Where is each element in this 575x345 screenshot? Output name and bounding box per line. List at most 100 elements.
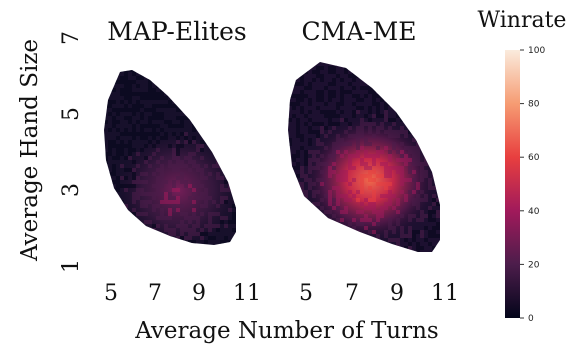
heatmap-cell [108, 172, 112, 176]
heatmap-cell [292, 102, 296, 106]
heatmap-cell [120, 164, 124, 168]
heatmap-cell [300, 74, 304, 78]
heatmap-cell [388, 130, 392, 134]
heatmap-cell [220, 200, 224, 204]
heatmap-cell [436, 82, 440, 86]
heatmap-cell [160, 96, 164, 100]
heatmap-cell [300, 146, 304, 150]
heatmap-cell [124, 224, 128, 228]
heatmap-cell [336, 178, 340, 182]
heatmap-cell [312, 166, 316, 170]
heatmap-cell [400, 58, 404, 62]
heatmap-cell [184, 252, 188, 256]
heatmap-cell [148, 220, 152, 224]
heatmap-cell [336, 186, 340, 190]
heatmap-cell [296, 222, 300, 226]
x-ticks-cma-me: 5 7 9 11 [299, 281, 459, 306]
heatmap-cell [160, 112, 164, 116]
heatmap-cell [428, 66, 432, 70]
heatmap-cell [380, 122, 384, 126]
heatmap-cell [376, 218, 380, 222]
heatmap-cell [296, 174, 300, 178]
heatmap-cell [380, 114, 384, 118]
heatmap-cell [284, 166, 288, 170]
heatmap-cell [372, 102, 376, 106]
heatmap-cell [100, 176, 104, 180]
heatmap-cell [132, 228, 136, 232]
heatmap-cell [296, 130, 300, 134]
heatmap-cell [156, 132, 160, 136]
heatmap-cell [316, 222, 320, 226]
heatmap-cell [120, 70, 124, 72]
heatmap-cell [232, 220, 236, 224]
heatmap-cell [364, 218, 368, 222]
heatmap-cell [436, 106, 440, 110]
heatmap-cell [164, 248, 168, 252]
heatmap-cell [116, 112, 120, 116]
heatmap-cell [444, 170, 448, 174]
x-tick-5-left: 5 [104, 281, 118, 306]
heatmap-cell [376, 182, 380, 186]
heatmap-cell [156, 168, 160, 172]
heatmap-cell [396, 130, 400, 134]
heatmap-cell [328, 66, 332, 70]
heatmap-cell [232, 116, 236, 120]
heatmap-cell [344, 210, 348, 214]
heatmap-cell [440, 62, 444, 66]
heatmap-cell [236, 108, 240, 112]
heatmap-cell [120, 64, 124, 68]
heatmap-cell [428, 162, 432, 166]
colorbar-tick-label-40: 40 [528, 207, 540, 217]
heatmap-cell [376, 102, 380, 106]
heatmap-cell [144, 64, 148, 68]
heatmap-cell [356, 150, 360, 154]
heatmap-cell [132, 212, 136, 216]
heatmap-cell [316, 226, 320, 230]
heatmap-cell [336, 122, 340, 126]
heatmap-cell [220, 152, 224, 156]
heatmap-cell [144, 156, 148, 160]
heatmap-cell [392, 194, 396, 198]
heatmap-cell [124, 70, 128, 72]
heatmap-cell [316, 66, 320, 70]
heatmap-cell [444, 82, 448, 86]
heatmap-cell [112, 236, 116, 240]
heatmap-cell [344, 130, 348, 134]
heatmap-cell [156, 96, 160, 100]
heatmap-cell [328, 218, 332, 222]
heatmap-cell [236, 212, 240, 216]
heatmap-cell [300, 62, 304, 66]
heatmap-cell [408, 230, 412, 234]
heatmap-cell [196, 216, 200, 220]
heatmap-cell [352, 114, 356, 118]
heatmap-cell [160, 156, 164, 160]
heatmap-cell [292, 238, 296, 242]
heatmap-cell [428, 242, 432, 246]
heatmap-cell [180, 204, 184, 208]
heatmap-cell [444, 98, 448, 102]
heatmap-cell [248, 244, 252, 248]
heatmap-cell [444, 126, 448, 130]
heatmap-cell [240, 164, 244, 168]
heatmap-cell [384, 110, 388, 114]
heatmap-cell [448, 206, 452, 210]
heatmap-cell [404, 246, 408, 250]
heatmap-cell [360, 222, 364, 226]
heatmap-cell [308, 238, 312, 242]
heatmap-cell [408, 130, 412, 134]
heatmap-cell [224, 120, 228, 124]
heatmap-cell [136, 84, 140, 88]
heatmap-cell [320, 94, 324, 98]
heatmap-cell [420, 122, 424, 126]
heatmap-cell [368, 198, 372, 202]
heatmap-cell [284, 194, 288, 198]
heatmap-cell [440, 118, 444, 122]
heatmap-cell [420, 162, 424, 166]
heatmap-cell [184, 224, 188, 228]
heatmap-cell [404, 82, 408, 86]
heatmap-cell [292, 230, 296, 234]
heatmap-cell [312, 154, 316, 158]
heatmap-cell [168, 236, 172, 240]
heatmap-cell [296, 66, 300, 70]
